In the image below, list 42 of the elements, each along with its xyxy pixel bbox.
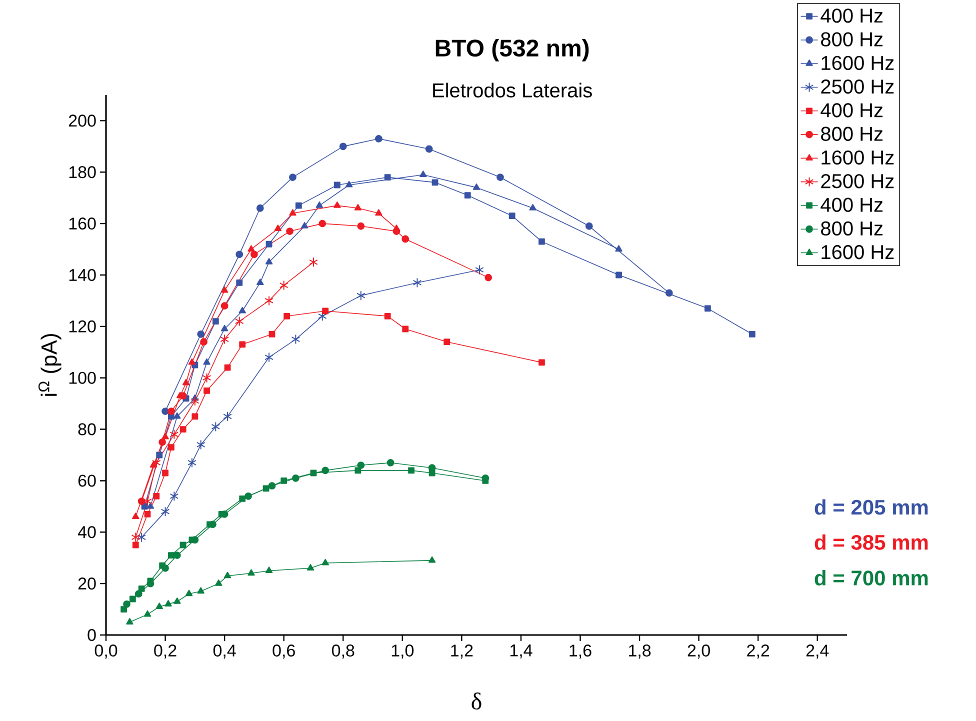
legend-label: 2500 Hz xyxy=(821,174,894,188)
legend-label: 1600 Hz xyxy=(822,56,894,70)
legend-label: 800 Hz xyxy=(821,221,883,236)
y-tick-label: 40 xyxy=(78,526,96,538)
legend-label: 400 Hz xyxy=(820,198,883,212)
legend-label: 1600 Hz xyxy=(822,245,894,260)
x-tick-label: 2,4 xyxy=(806,644,829,659)
chart-title: BTO (532 nm) xyxy=(436,38,589,62)
x-tick-label: 0,0 xyxy=(94,644,118,659)
x-tick-label: 1,4 xyxy=(510,644,532,658)
x-axis-title: δ xyxy=(472,692,482,710)
x-tick-label: 2,0 xyxy=(688,644,710,659)
y-tick-label: 100 xyxy=(69,372,96,384)
x-tick-label: 0,4 xyxy=(213,644,236,659)
x-tick-label: 0,6 xyxy=(272,644,295,659)
x-tick-label: 2,2 xyxy=(747,644,770,659)
y-tick-label: 180 xyxy=(69,166,96,178)
y-tick-label: 140 xyxy=(69,268,96,282)
y-tick-label: 0 xyxy=(88,628,96,642)
annotation: d = 700 mm xyxy=(814,570,928,586)
x-tick-label: 0,8 xyxy=(332,644,354,659)
y-tick-label: 80 xyxy=(78,423,96,436)
y-tick-label: 200 xyxy=(68,114,96,127)
y-tick-label: 20 xyxy=(78,578,96,590)
x-tick-label: 1,8 xyxy=(629,644,651,659)
y-tick-label: 160 xyxy=(69,218,96,230)
x-tick-label: 0,2 xyxy=(154,644,176,659)
legend-label: 400 Hz xyxy=(820,8,883,23)
annotation: d = 205 mm xyxy=(814,499,928,515)
annotation: d = 385 mm xyxy=(814,534,928,550)
x-tick-label: 1,2 xyxy=(451,644,473,659)
y-tick-label: 120 xyxy=(69,320,96,332)
legend-label: 800 Hz xyxy=(821,126,883,141)
y-tick-label: 60 xyxy=(78,474,96,487)
y-axis-title: i$^{Ω}$ (pA) xyxy=(38,334,62,396)
legend-label: 400 Hz xyxy=(820,103,883,118)
legend-label: 800 Hz xyxy=(821,32,883,46)
legend-label: 2500 Hz xyxy=(821,80,894,94)
x-tick-label: 1,0 xyxy=(392,644,414,659)
legend-label: 1600 Hz xyxy=(822,150,894,165)
x-tick-label: 1,6 xyxy=(570,644,592,659)
chart-subtitle: Eletrodos Laterais xyxy=(433,82,592,98)
